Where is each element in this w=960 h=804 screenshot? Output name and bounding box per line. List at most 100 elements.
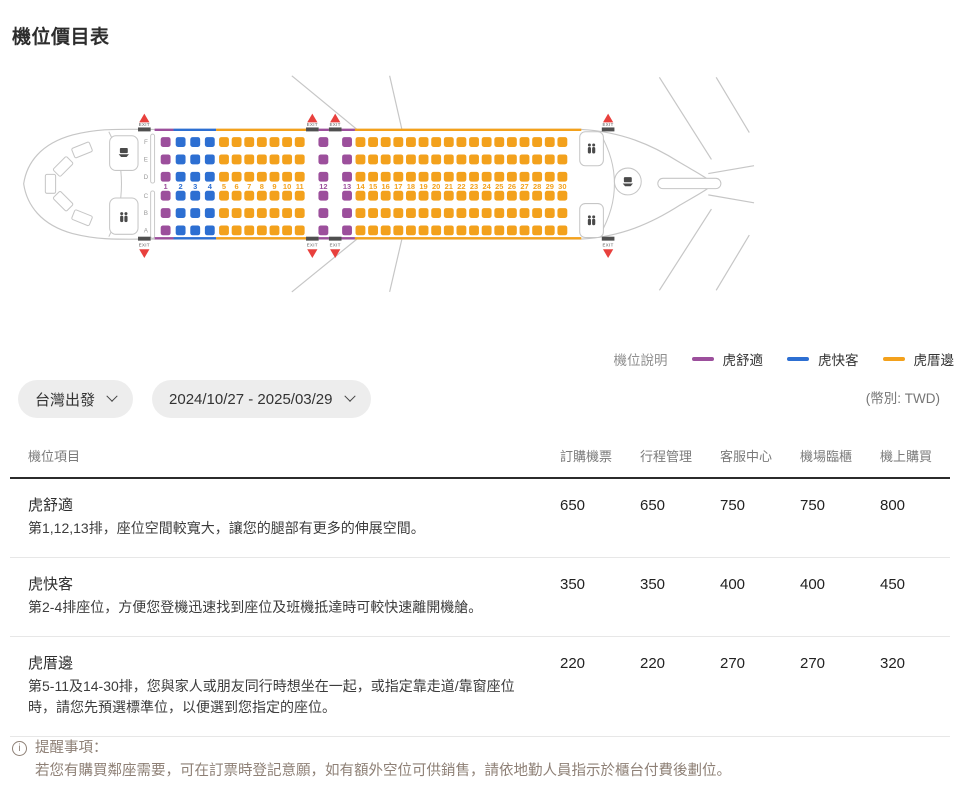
seat	[469, 208, 479, 218]
svg-text:F: F	[144, 139, 148, 146]
seat	[160, 154, 171, 165]
svg-text:17: 17	[394, 182, 402, 191]
seat	[532, 171, 543, 182]
seat	[355, 171, 366, 182]
legend-item-label: 虎舒適	[722, 353, 764, 368]
page-title: 機位價目表	[12, 27, 110, 48]
seat	[231, 137, 242, 147]
seat	[160, 171, 171, 182]
galley-icon	[118, 147, 129, 158]
seat	[506, 208, 517, 218]
seat	[368, 208, 378, 218]
seat	[175, 190, 186, 201]
svg-text:11: 11	[296, 182, 304, 191]
seat	[175, 154, 186, 165]
seat	[282, 137, 293, 147]
seat	[318, 225, 329, 236]
seat	[160, 225, 171, 236]
svg-text:B: B	[144, 210, 148, 217]
seat	[456, 225, 467, 236]
seat	[532, 190, 543, 201]
seat	[406, 154, 416, 165]
origin-dropdown[interactable]: 台灣出發	[18, 380, 134, 418]
seat	[244, 154, 255, 165]
seat	[481, 137, 492, 147]
filter-row: 台灣出發 2024/10/27 - 2025/03/29 (幣別: TWD)	[18, 380, 940, 418]
seat	[256, 171, 267, 182]
legend-item: 虎快客	[787, 349, 859, 369]
exit-arrow-icon	[602, 113, 614, 123]
seat	[282, 208, 293, 218]
seat	[318, 171, 329, 182]
seat	[219, 190, 229, 201]
seat-type-description: 第2-4排座位，方便您登機迅速找到座位及班機抵達時可較快速離開機艙。	[28, 599, 483, 615]
price-value: 350	[640, 576, 666, 593]
seat-letters: F E D C B A	[144, 139, 149, 234]
seat	[544, 225, 555, 236]
svg-text:7: 7	[247, 182, 251, 191]
seat	[494, 171, 505, 182]
price-value: 750	[720, 497, 746, 514]
svg-text:EXIT: EXIT	[139, 122, 150, 127]
column-header: 行程管理	[640, 449, 693, 464]
legend-item-label: 虎厝邊	[913, 353, 955, 368]
seat	[175, 171, 186, 182]
seat	[244, 190, 255, 201]
seat	[380, 208, 391, 218]
legend-swatch	[882, 357, 905, 361]
seat	[519, 190, 530, 201]
seat	[431, 225, 442, 236]
seat	[342, 208, 352, 218]
seat	[557, 208, 568, 218]
price-value: 220	[640, 655, 666, 672]
seat	[469, 171, 479, 182]
seat	[481, 154, 492, 165]
seat	[256, 190, 267, 201]
seat	[190, 171, 201, 182]
price-value: 270	[800, 655, 826, 672]
seat	[269, 171, 280, 182]
seat	[519, 171, 530, 182]
seat	[532, 137, 543, 147]
seat	[219, 208, 229, 218]
seat	[544, 190, 555, 201]
seat	[231, 190, 242, 201]
date-range-dropdown[interactable]: 2024/10/27 - 2025/03/29	[152, 380, 371, 418]
seat	[443, 208, 454, 218]
price-value: 220	[560, 655, 586, 672]
seat	[190, 225, 201, 236]
svg-text:24: 24	[482, 182, 491, 191]
svg-text:EXIT: EXIT	[603, 122, 614, 127]
price-value: 450	[880, 576, 906, 593]
seat	[393, 137, 404, 147]
seat	[418, 225, 429, 236]
seat	[393, 208, 404, 218]
seat	[256, 225, 267, 236]
price-value: 650	[640, 497, 666, 514]
seat	[318, 190, 329, 201]
seat	[494, 137, 505, 147]
legend-swatch	[787, 357, 809, 361]
seat	[282, 225, 293, 236]
seat	[269, 208, 280, 218]
seat	[469, 154, 479, 165]
seat	[282, 154, 293, 165]
seat	[393, 171, 404, 182]
svg-text:25: 25	[495, 182, 503, 191]
svg-text:10: 10	[283, 182, 291, 191]
svg-text:15: 15	[369, 182, 377, 191]
seat	[557, 171, 568, 182]
seat	[443, 190, 454, 201]
seat	[406, 190, 416, 201]
svg-text:28: 28	[533, 182, 541, 191]
legend-item-label: 虎快客	[818, 353, 859, 368]
seat	[557, 154, 568, 165]
svg-text:6: 6	[235, 182, 239, 191]
seat	[244, 208, 255, 218]
svg-text:30: 30	[558, 182, 566, 191]
seat	[380, 171, 391, 182]
exit-arrow-icon	[307, 113, 318, 123]
seat	[204, 154, 215, 165]
svg-text:21: 21	[445, 182, 453, 191]
svg-text:3: 3	[193, 182, 197, 191]
